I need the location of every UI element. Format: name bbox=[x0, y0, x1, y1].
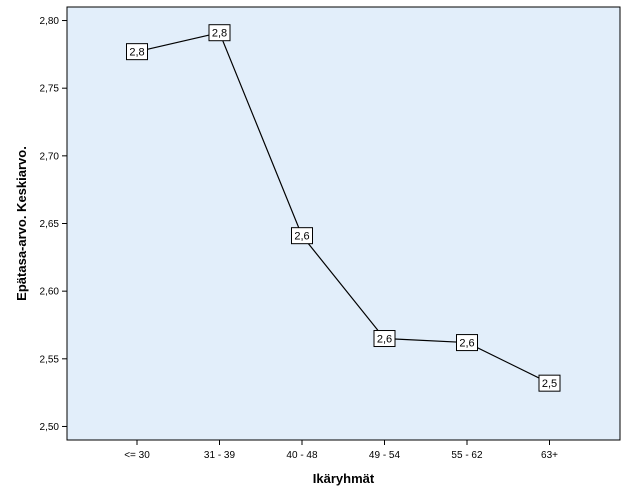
x-axis: <= 30 31 - 39 40 - 48 49 - 54 55 - 62 63+ bbox=[124, 440, 558, 461]
x-tick-label: 49 - 54 bbox=[369, 450, 401, 461]
y-tick-label: 2,60 bbox=[40, 287, 60, 298]
plot-area bbox=[66, 6, 621, 441]
data-label: 2,8 bbox=[212, 28, 227, 40]
data-label: 2,6 bbox=[294, 231, 309, 243]
data-point: 2,5 bbox=[538, 374, 561, 392]
data-label: 2,6 bbox=[459, 338, 474, 350]
data-point: 2,8 bbox=[126, 43, 148, 61]
y-tick-label: 2,75 bbox=[40, 84, 60, 95]
data-label: 2,6 bbox=[377, 334, 392, 346]
x-axis-title: Ikäryhmät bbox=[313, 471, 375, 486]
y-tick-label: 2,55 bbox=[40, 354, 60, 365]
series-line bbox=[136, 32, 550, 384]
data-marker bbox=[456, 334, 478, 352]
y-tick-label: 2,50 bbox=[40, 422, 60, 433]
x-tick-label: 40 - 48 bbox=[286, 450, 318, 461]
y-tick-label: 2,65 bbox=[40, 219, 60, 230]
x-tick-label: 63+ bbox=[541, 450, 558, 461]
x-tick-label: <= 30 bbox=[124, 450, 150, 461]
data-markers: 2,8 2,8 2,6 2,6 2,6 2,5 bbox=[126, 24, 561, 392]
x-tick-label: 31 - 39 bbox=[204, 450, 236, 461]
data-marker bbox=[208, 24, 231, 42]
data-point: 2,6 bbox=[373, 330, 396, 348]
data-marker bbox=[538, 374, 561, 392]
data-label: 2,8 bbox=[129, 47, 144, 59]
y-axis-title: Epätasa-arvo. Keskiarvo. bbox=[14, 146, 29, 301]
x-tick-label: 55 - 62 bbox=[451, 450, 483, 461]
data-point: 2,8 bbox=[208, 24, 231, 42]
data-marker bbox=[291, 227, 313, 245]
data-marker bbox=[126, 43, 148, 61]
data-point: 2,6 bbox=[291, 227, 313, 245]
y-axis: 2,50 2,55 2,60 2,65 2,70 2,75 2,80 bbox=[40, 16, 67, 433]
data-point: 2,6 bbox=[456, 334, 478, 352]
y-tick-label: 2,70 bbox=[40, 151, 60, 162]
data-marker bbox=[373, 330, 396, 348]
data-label: 2,5 bbox=[542, 378, 557, 390]
y-tick-label: 2,80 bbox=[40, 16, 60, 27]
